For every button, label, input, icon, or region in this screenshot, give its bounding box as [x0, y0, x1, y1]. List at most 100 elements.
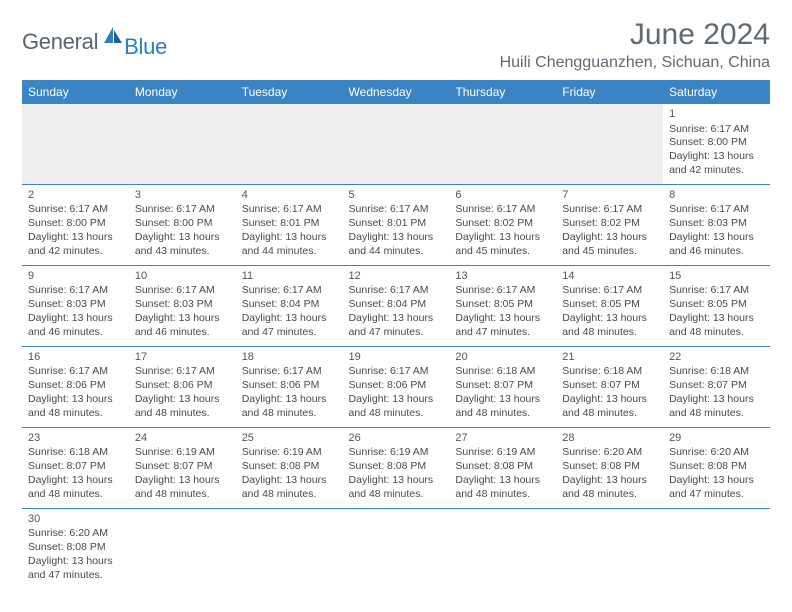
day-header: Monday	[129, 80, 236, 104]
daylight-text: Daylight: 13 hours	[28, 312, 123, 326]
day-number: 25	[242, 431, 337, 446]
day-number: 3	[135, 188, 230, 203]
sunset-text: Sunset: 8:01 PM	[242, 217, 337, 231]
sunrise-text: Sunrise: 6:17 AM	[455, 203, 550, 217]
daylight-text: and 46 minutes.	[135, 326, 230, 340]
daylight-text: Daylight: 13 hours	[669, 474, 764, 488]
sunset-text: Sunset: 8:08 PM	[562, 460, 657, 474]
calendar-cell	[663, 508, 770, 588]
day-number: 26	[349, 431, 444, 446]
daylight-text: and 46 minutes.	[669, 245, 764, 259]
calendar-cell: 10Sunrise: 6:17 AMSunset: 8:03 PMDayligh…	[129, 265, 236, 346]
sunrise-text: Sunrise: 6:17 AM	[135, 203, 230, 217]
calendar-cell	[129, 508, 236, 588]
daylight-text: and 48 minutes.	[349, 407, 444, 421]
sunrise-text: Sunrise: 6:19 AM	[349, 446, 444, 460]
sunset-text: Sunset: 8:04 PM	[349, 298, 444, 312]
day-number: 15	[669, 269, 764, 284]
sunset-text: Sunset: 8:05 PM	[455, 298, 550, 312]
sunrise-text: Sunrise: 6:18 AM	[455, 365, 550, 379]
daylight-text: and 48 minutes.	[562, 326, 657, 340]
sunset-text: Sunset: 8:06 PM	[242, 379, 337, 393]
day-header: Friday	[556, 80, 663, 104]
sunset-text: Sunset: 8:03 PM	[28, 298, 123, 312]
sunrise-text: Sunrise: 6:17 AM	[562, 284, 657, 298]
daylight-text: Daylight: 13 hours	[135, 393, 230, 407]
sunrise-text: Sunrise: 6:17 AM	[562, 203, 657, 217]
daylight-text: Daylight: 13 hours	[28, 231, 123, 245]
sunrise-text: Sunrise: 6:17 AM	[28, 365, 123, 379]
sunset-text: Sunset: 8:08 PM	[669, 460, 764, 474]
sunset-text: Sunset: 8:05 PM	[669, 298, 764, 312]
sunrise-text: Sunrise: 6:17 AM	[669, 284, 764, 298]
sunset-text: Sunset: 8:02 PM	[562, 217, 657, 231]
daylight-text: Daylight: 13 hours	[242, 312, 337, 326]
day-number: 28	[562, 431, 657, 446]
sunrise-text: Sunrise: 6:17 AM	[135, 284, 230, 298]
sunrise-text: Sunrise: 6:17 AM	[349, 284, 444, 298]
daylight-text: and 43 minutes.	[135, 245, 230, 259]
calendar-cell: 25Sunrise: 6:19 AMSunset: 8:08 PMDayligh…	[236, 427, 343, 508]
daylight-text: Daylight: 13 hours	[135, 474, 230, 488]
daylight-text: and 48 minutes.	[28, 488, 123, 502]
day-number: 27	[455, 431, 550, 446]
sunset-text: Sunset: 8:08 PM	[28, 541, 123, 555]
calendar-cell: 15Sunrise: 6:17 AMSunset: 8:05 PMDayligh…	[663, 265, 770, 346]
month-title: June 2024	[500, 18, 770, 52]
day-number: 4	[242, 188, 337, 203]
day-number: 16	[28, 350, 123, 365]
calendar-row: 2Sunrise: 6:17 AMSunset: 8:00 PMDaylight…	[22, 184, 770, 265]
day-number: 18	[242, 350, 337, 365]
daylight-text: and 47 minutes.	[242, 326, 337, 340]
day-number: 7	[562, 188, 657, 203]
sunrise-text: Sunrise: 6:17 AM	[669, 123, 764, 137]
calendar-cell: 7Sunrise: 6:17 AMSunset: 8:02 PMDaylight…	[556, 184, 663, 265]
calendar-cell: 23Sunrise: 6:18 AMSunset: 8:07 PMDayligh…	[22, 427, 129, 508]
daylight-text: and 47 minutes.	[669, 488, 764, 502]
calendar-cell: 5Sunrise: 6:17 AMSunset: 8:01 PMDaylight…	[343, 184, 450, 265]
calendar-cell: 18Sunrise: 6:17 AMSunset: 8:06 PMDayligh…	[236, 346, 343, 427]
calendar-cell: 22Sunrise: 6:18 AMSunset: 8:07 PMDayligh…	[663, 346, 770, 427]
calendar-cell	[449, 508, 556, 588]
calendar-cell: 28Sunrise: 6:20 AMSunset: 8:08 PMDayligh…	[556, 427, 663, 508]
daylight-text: Daylight: 13 hours	[242, 231, 337, 245]
sunrise-text: Sunrise: 6:17 AM	[242, 365, 337, 379]
calendar-row: 16Sunrise: 6:17 AMSunset: 8:06 PMDayligh…	[22, 346, 770, 427]
calendar-cell: 29Sunrise: 6:20 AMSunset: 8:08 PMDayligh…	[663, 427, 770, 508]
day-number: 10	[135, 269, 230, 284]
location-subtitle: Huili Chengguanzhen, Sichuan, China	[500, 54, 770, 72]
calendar-row: 23Sunrise: 6:18 AMSunset: 8:07 PMDayligh…	[22, 427, 770, 508]
calendar-cell	[129, 104, 236, 184]
sunset-text: Sunset: 8:03 PM	[135, 298, 230, 312]
brand-text-general: General	[22, 29, 98, 55]
day-number: 17	[135, 350, 230, 365]
daylight-text: and 42 minutes.	[28, 245, 123, 259]
daylight-text: and 48 minutes.	[669, 326, 764, 340]
daylight-text: Daylight: 13 hours	[349, 393, 444, 407]
daylight-text: Daylight: 13 hours	[349, 312, 444, 326]
daylight-text: Daylight: 13 hours	[562, 231, 657, 245]
calendar-cell: 14Sunrise: 6:17 AMSunset: 8:05 PMDayligh…	[556, 265, 663, 346]
sunset-text: Sunset: 8:08 PM	[349, 460, 444, 474]
daylight-text: and 48 minutes.	[349, 488, 444, 502]
daylight-text: and 45 minutes.	[455, 245, 550, 259]
day-number: 8	[669, 188, 764, 203]
calendar-cell	[556, 104, 663, 184]
sunset-text: Sunset: 8:00 PM	[135, 217, 230, 231]
calendar-cell	[556, 508, 663, 588]
day-header: Thursday	[449, 80, 556, 104]
day-header: Tuesday	[236, 80, 343, 104]
sunset-text: Sunset: 8:06 PM	[28, 379, 123, 393]
calendar-cell: 3Sunrise: 6:17 AMSunset: 8:00 PMDaylight…	[129, 184, 236, 265]
daylight-text: and 47 minutes.	[455, 326, 550, 340]
daylight-text: Daylight: 13 hours	[28, 474, 123, 488]
calendar-cell: 26Sunrise: 6:19 AMSunset: 8:08 PMDayligh…	[343, 427, 450, 508]
day-number: 30	[28, 512, 123, 527]
day-number: 9	[28, 269, 123, 284]
daylight-text: Daylight: 13 hours	[28, 393, 123, 407]
daylight-text: Daylight: 13 hours	[135, 312, 230, 326]
day-number: 24	[135, 431, 230, 446]
calendar-table: Sunday Monday Tuesday Wednesday Thursday…	[22, 80, 770, 589]
daylight-text: Daylight: 13 hours	[669, 150, 764, 164]
sail-icon	[102, 25, 124, 50]
